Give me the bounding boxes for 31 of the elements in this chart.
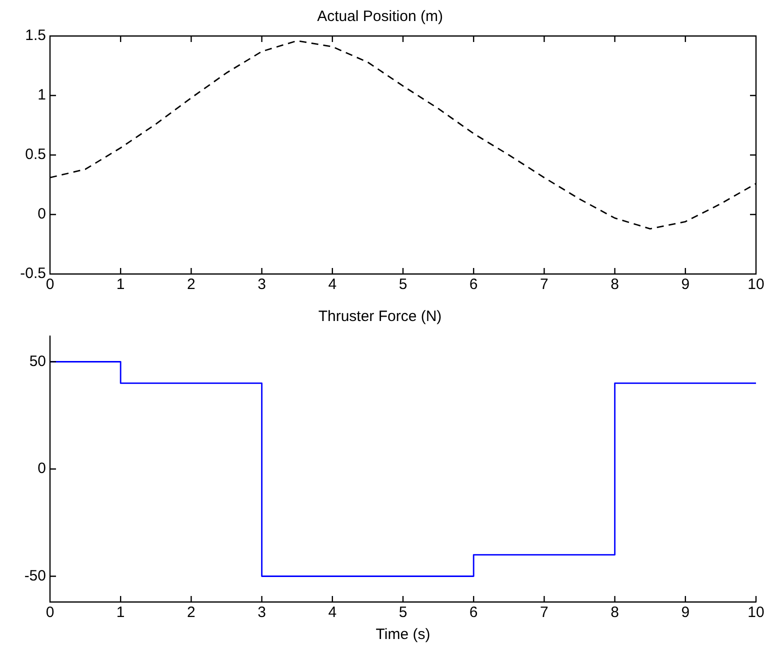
y-tick-label: 0 <box>38 206 46 223</box>
x-tick-label: 5 <box>398 276 408 294</box>
x-tick-label: 5 <box>398 604 408 622</box>
x-tick-label: 10 <box>748 604 764 622</box>
x-tick-label: 10 <box>748 276 764 294</box>
y-tick-label: -0.5 <box>20 265 46 282</box>
x-tick-label: 1 <box>116 276 125 294</box>
x-tick-label: 9 <box>681 604 690 622</box>
x-tick-label: 4 <box>328 604 337 622</box>
x-tick-label: 9 <box>681 276 690 294</box>
x-tick-label: 2 <box>187 604 196 622</box>
x-tick-label: 6 <box>469 276 478 294</box>
x-tick-label: 2 <box>187 276 196 294</box>
x-tick-label: 4 <box>328 276 337 294</box>
y-tick-label: 50 <box>29 352 46 370</box>
chart-title: Actual Position (m) <box>317 8 443 26</box>
x-tick-label: 7 <box>540 604 548 622</box>
y-tick-label: 0.5 <box>25 146 46 164</box>
x-tick-label: 3 <box>258 276 266 294</box>
y-tick-label: -50 <box>24 567 46 584</box>
y-tick-label: 1 <box>38 86 46 104</box>
x-tick-label: 6 <box>469 604 478 622</box>
x-tick-label: 3 <box>258 604 266 622</box>
x-tick-label: 7 <box>540 276 548 294</box>
y-tick-label: 0 <box>38 460 46 478</box>
chart-title: Thruster Force (N) <box>318 308 442 326</box>
x-axis-title: Time (s) <box>376 626 430 644</box>
x-tick-label: 8 <box>610 276 619 294</box>
y-tick-label: 1.5 <box>25 27 46 44</box>
x-tick-label: 8 <box>610 604 619 622</box>
x-tick-label: 1 <box>116 604 125 622</box>
